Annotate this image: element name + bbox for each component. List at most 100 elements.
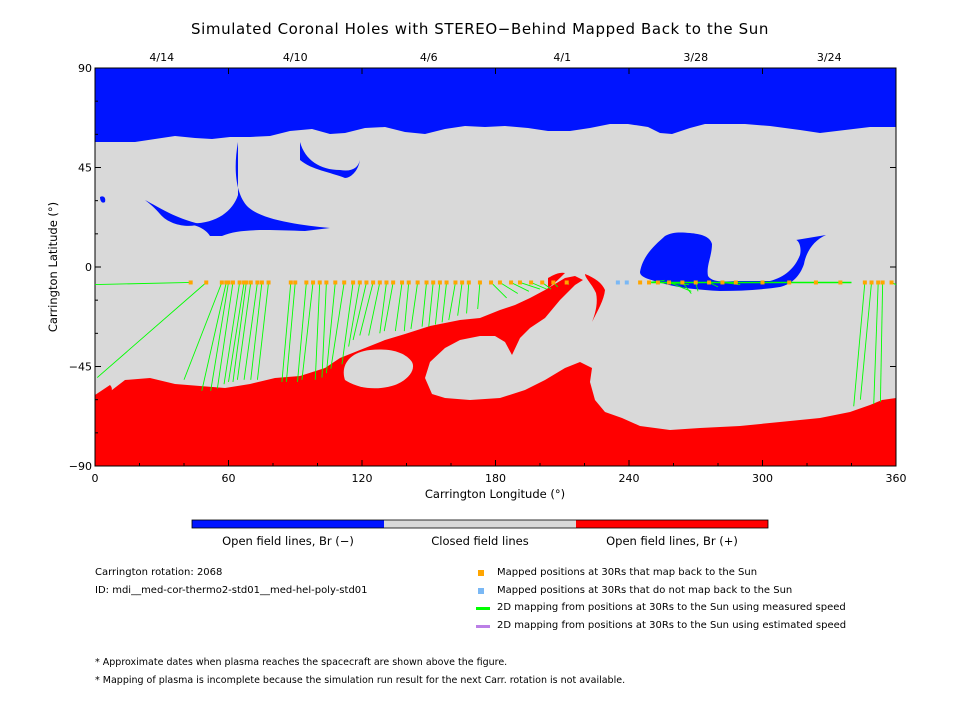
x-tick-label: 120 [352, 472, 373, 485]
date-tick-label: 4/1 [553, 51, 571, 64]
legend-mapped: Mapped positions at 30Rs that map back t… [497, 567, 758, 578]
mapped-point [437, 280, 442, 285]
mapped-point [876, 280, 881, 285]
footnote-incomplete: * Mapping of plasma is incomplete becaus… [95, 675, 626, 686]
mapped-point [317, 280, 322, 285]
y-tick-label: −45 [69, 361, 92, 374]
mapped-point [384, 280, 389, 285]
mapped-point [869, 280, 874, 285]
mapped-point [551, 280, 556, 285]
north-polar-hole [95, 68, 896, 142]
north-lobe-3 [145, 200, 200, 226]
colorbar-label-closed: Closed field lines [431, 534, 529, 548]
mapping-line [457, 282, 463, 316]
mapped-point [880, 280, 885, 285]
mapping-line [441, 282, 447, 323]
mapping-line [879, 282, 884, 402]
mapping-line [341, 282, 354, 365]
mapped-point [188, 280, 193, 285]
mapping-line [232, 282, 247, 383]
unmapped-point [624, 280, 629, 285]
mapped-point [248, 280, 253, 285]
mapping-line [499, 282, 518, 294]
mapped-point [324, 280, 329, 285]
mapped-point [477, 280, 482, 285]
mapping-line [448, 282, 456, 321]
mapped-point [889, 280, 894, 285]
mapping-line [873, 282, 879, 405]
mapped-point [497, 280, 502, 285]
mapped-point [237, 280, 242, 285]
mapping-line [201, 282, 227, 391]
mapped-point [638, 280, 643, 285]
colorbar-positive [576, 520, 768, 528]
mapping-line [853, 282, 866, 407]
mapping-line [285, 282, 296, 383]
chart-title: Simulated Coronal Holes with STEREO−Behi… [191, 20, 769, 38]
mapped-point [838, 280, 843, 285]
legend-mapped-swatch [478, 570, 484, 576]
date-tick-label: 3/28 [683, 51, 708, 64]
mapping-line [379, 282, 387, 334]
mapped-point [357, 280, 362, 285]
equatorial-hole-2 [688, 265, 699, 277]
y-tick-label: −90 [69, 460, 92, 473]
date-tick-label: 4/14 [149, 51, 174, 64]
colorbar-negative [192, 520, 384, 528]
south-west-patch [95, 385, 112, 402]
mapped-point [333, 280, 338, 285]
mapped-point [862, 280, 867, 285]
mapping-line [228, 282, 245, 383]
mapping-line [410, 282, 419, 329]
footnote-dates: * Approximate dates when plasma reaches … [95, 657, 508, 668]
mapping-line [256, 282, 269, 380]
mapped-points [188, 280, 894, 285]
mapped-point [288, 280, 293, 285]
mapped-point [444, 280, 449, 285]
mapping-line [236, 282, 252, 380]
mapped-point [787, 280, 792, 285]
mapping-line [368, 282, 381, 336]
colorbar-label-negative: Open field lines, Br (−) [222, 534, 354, 548]
date-tick-label: 4/6 [420, 51, 438, 64]
mapping-line [250, 282, 263, 380]
x-axis-label: Carrington Longitude (°) [425, 487, 565, 501]
mapped-point [509, 280, 514, 285]
mapping-line [519, 282, 541, 290]
mapping-lines [95, 279, 896, 407]
colorbar-frame [191, 519, 769, 529]
mapped-point [364, 280, 369, 285]
mapped-point [647, 280, 652, 285]
mapped-point [391, 280, 396, 285]
mapping-line [216, 282, 234, 389]
mapped-point [707, 280, 712, 285]
small-hole-west [100, 196, 106, 203]
mapping-line [95, 282, 191, 286]
mapping-line [243, 282, 258, 380]
mapping-line [281, 282, 292, 383]
mapping-line [321, 282, 327, 378]
mapping-line [330, 282, 345, 369]
mapping-line [490, 282, 507, 299]
mapping-line [530, 282, 547, 290]
mapped-point [400, 280, 405, 285]
mapped-point [311, 280, 316, 285]
mapping-line [477, 282, 481, 310]
mapping-line [223, 282, 241, 385]
mapped-point [720, 280, 725, 285]
mapped-point [342, 280, 347, 285]
mapping-line [403, 282, 410, 332]
mapping-line [301, 282, 314, 380]
mapping-line [210, 282, 229, 391]
unmapped-point [615, 280, 620, 285]
date-tick-label: 3/24 [817, 51, 842, 64]
mapped-point [224, 280, 229, 285]
mapped-point [266, 280, 271, 285]
north-lobe-2 [300, 142, 360, 178]
mapped-point [667, 280, 672, 285]
mapped-point [466, 280, 471, 285]
south-polar-hole [95, 276, 896, 466]
mapping-line [668, 282, 692, 292]
y-axis-label: Carrington Latitude (°) [46, 202, 60, 332]
mapped-point [259, 280, 264, 285]
